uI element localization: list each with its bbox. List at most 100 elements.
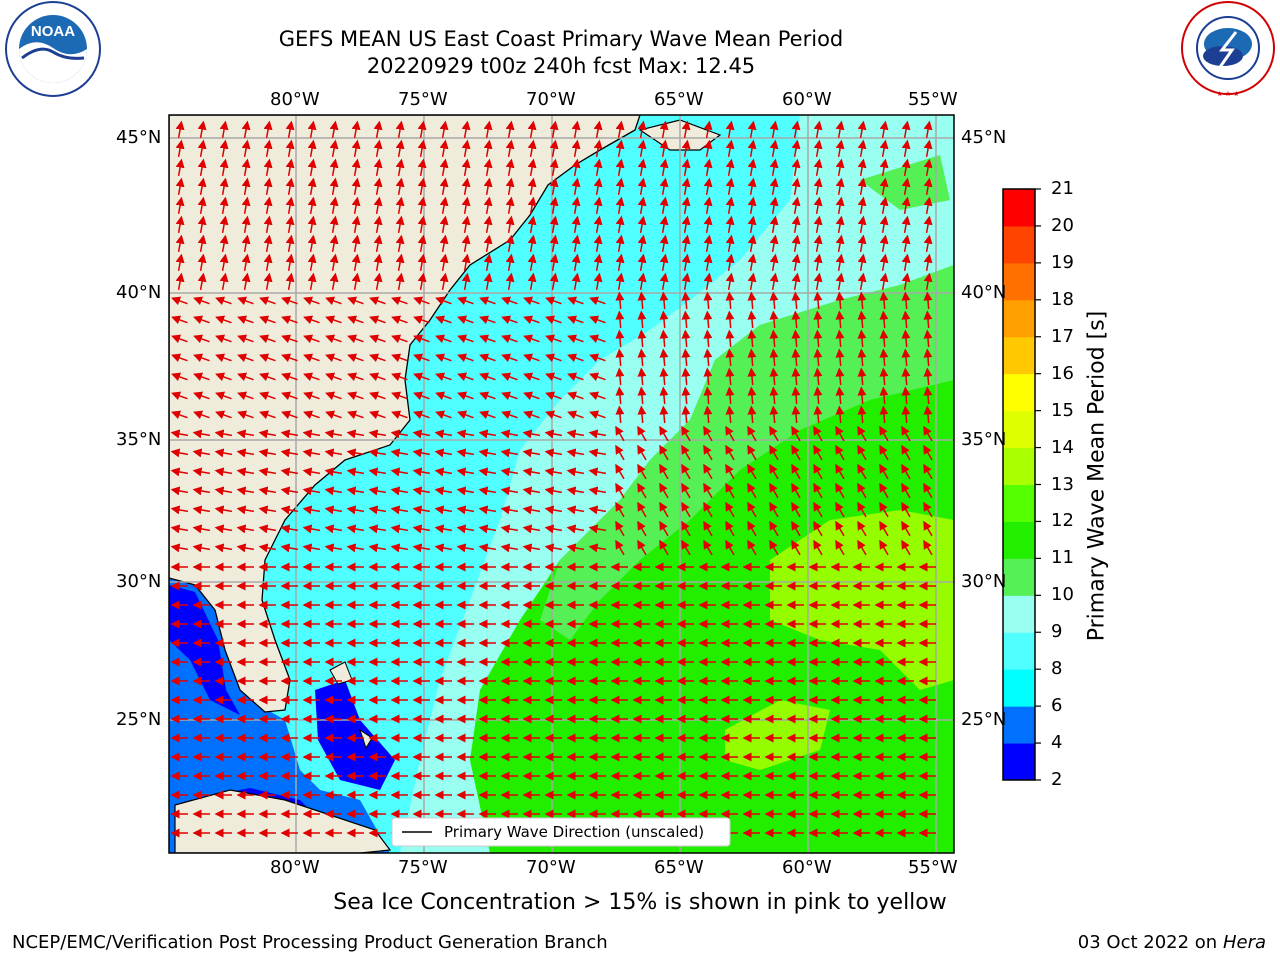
wave-arrow — [461, 139, 471, 158]
wave-arrow — [791, 139, 801, 158]
wave-arrow — [263, 120, 273, 139]
wave-arrow — [901, 444, 911, 461]
wave-arrow — [219, 120, 229, 139]
wave-arrow — [567, 391, 584, 401]
colorbar-segment — [1003, 299, 1035, 338]
wave-arrow — [329, 196, 339, 215]
wave-arrow — [615, 234, 625, 253]
wave-arrow — [923, 158, 933, 177]
wave-arrow — [879, 501, 889, 518]
wave-arrow — [901, 425, 911, 442]
wave-arrow — [456, 486, 475, 496]
wave-arrow — [258, 448, 277, 458]
wave-arrow — [285, 196, 295, 215]
wave-arrow — [615, 367, 625, 386]
wave-arrow — [351, 158, 361, 177]
wave-arrow — [280, 429, 299, 439]
wave-arrow — [747, 444, 757, 461]
wave-arrow — [263, 158, 273, 177]
wave-arrow — [263, 196, 273, 215]
wave-arrow — [280, 524, 299, 534]
wave-arrow — [589, 410, 606, 420]
wave-arrow — [769, 196, 779, 215]
wave-arrow — [346, 486, 365, 496]
wave-arrow — [615, 348, 625, 367]
wave-arrow — [170, 524, 189, 534]
wave-arrow — [214, 543, 233, 553]
wave-arrow — [214, 467, 233, 477]
wave-arrow — [307, 177, 317, 196]
wave-arrow — [258, 486, 277, 496]
wave-arrow — [479, 296, 496, 306]
wave-arrow — [769, 234, 779, 253]
wave-arrow — [681, 139, 691, 158]
wave-arrow — [346, 543, 365, 553]
wave-arrow — [325, 334, 342, 344]
wave-arrow — [281, 372, 298, 382]
wave-arrow — [857, 520, 867, 537]
wave-arrow — [703, 367, 713, 386]
wave-arrow — [659, 253, 669, 272]
wave-arrow — [593, 234, 603, 253]
wave-arrow — [703, 253, 713, 272]
wave-arrow — [681, 272, 691, 291]
wave-arrow — [923, 253, 933, 272]
wave-arrow — [725, 329, 735, 348]
wave-arrow — [307, 253, 317, 272]
wave-arrow — [219, 253, 229, 272]
wave-arrow — [923, 463, 933, 480]
wave-arrow — [747, 386, 757, 405]
wave-arrow — [281, 353, 298, 363]
wave-arrow — [659, 386, 669, 405]
wave-arrow — [615, 215, 625, 234]
wave-arrow — [237, 391, 254, 401]
wave-arrow — [567, 315, 584, 325]
wave-arrow — [280, 505, 299, 515]
wave-arrow — [236, 505, 255, 515]
wave-arrow — [461, 196, 471, 215]
wave-arrow — [879, 139, 889, 158]
wave-arrow — [545, 410, 562, 420]
wave-arrow — [791, 463, 801, 480]
colorbar-tick-label: 13 — [1051, 473, 1074, 495]
wave-arrow — [725, 386, 735, 405]
colorbar-segment — [1003, 373, 1035, 412]
wave-arrow — [703, 386, 713, 405]
wave-arrow — [703, 444, 713, 461]
wave-arrow — [197, 120, 207, 139]
wave-arrow — [263, 139, 273, 158]
wave-arrow — [324, 505, 343, 515]
wave-arrow — [879, 482, 889, 499]
wave-arrow — [505, 120, 515, 139]
wave-arrow — [280, 448, 299, 458]
wave-arrow — [175, 196, 185, 215]
wave-arrow — [395, 177, 405, 196]
wave-arrow — [703, 482, 713, 499]
wave-arrow — [457, 353, 474, 363]
wave-arrow — [659, 329, 669, 348]
wave-arrow — [835, 291, 845, 310]
wave-arrow — [835, 310, 845, 329]
footer-date-text: 03 Oct 2022 on — [1077, 932, 1223, 953]
wave-arrow — [175, 272, 185, 291]
lon-label-top-65w: 65°W — [654, 89, 704, 110]
wave-arrow — [681, 520, 691, 537]
colorbar-segment — [1003, 262, 1035, 301]
colorbar-segment — [1003, 558, 1035, 596]
wave-arrow — [456, 524, 475, 534]
wave-arrow — [435, 391, 452, 401]
wave-arrow — [923, 405, 933, 424]
wave-arrow — [329, 177, 339, 196]
wave-arrow — [615, 520, 625, 537]
wave-arrow — [369, 334, 386, 344]
wave-arrow — [901, 158, 911, 177]
wave-arrow — [325, 353, 342, 363]
wave-arrow — [395, 234, 405, 253]
lat-label-left-30n: 30°N — [116, 571, 162, 592]
wave-arrow — [549, 215, 559, 234]
wave-arrow — [725, 539, 735, 556]
wave-arrow — [588, 505, 607, 515]
wave-arrow — [923, 177, 933, 196]
nws-logo: ★ ★ ★ — [1181, 1, 1275, 98]
wave-arrow — [347, 353, 364, 363]
